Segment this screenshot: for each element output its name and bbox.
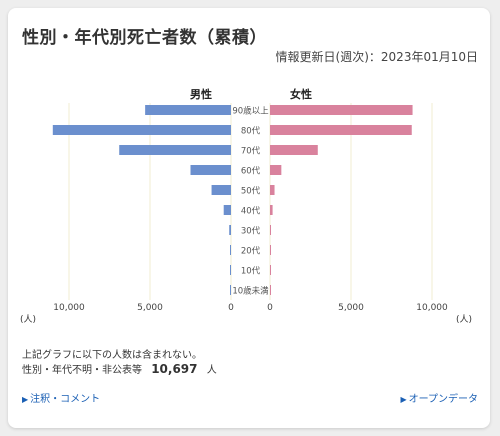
unit-right: (人) [456, 315, 473, 325]
bar-female [270, 265, 271, 275]
legend-male: 男性 [190, 88, 212, 101]
tick-label-male: 0 [228, 303, 234, 313]
update-date: 情報更新日(週次)：2023年01月10日 [275, 50, 478, 64]
triangle-right-icon: ▶ [22, 395, 29, 404]
unit-left: (人) [20, 315, 37, 325]
bar-female [270, 165, 282, 175]
bar-female [270, 105, 413, 115]
tick-label-male: 5,000 [137, 303, 163, 313]
bar-female [270, 225, 271, 235]
tick-label-female: 5,000 [338, 303, 364, 313]
bar-male [52, 125, 231, 135]
category-label: 10歳未満 [232, 286, 269, 297]
category-label: 60代 [241, 166, 261, 177]
category-label: 10代 [241, 266, 261, 277]
bar-male [223, 205, 231, 215]
bar-female [270, 245, 271, 255]
category-label: 90歳以上 [232, 106, 269, 117]
category-label: 70代 [241, 146, 261, 157]
notes-link[interactable]: ▶ 注釈・コメント [22, 390, 100, 405]
triangle-right-icon: ▶ [400, 395, 407, 404]
note-excluded: 上記グラフに以下の人数は含まれない。 [22, 350, 202, 361]
notes-link-label: 注釈・コメント [30, 394, 101, 405]
tick-label-female: 0 [267, 303, 273, 313]
chart-card [8, 8, 490, 428]
category-label: 80代 [241, 126, 261, 137]
note-unknown: 性別・年代不明・非公表等 10,697 人 [22, 361, 217, 376]
bar-female [270, 125, 412, 135]
bar-male [230, 245, 231, 255]
bar-female [270, 205, 273, 215]
note-unknown-unit: 人 [206, 365, 217, 376]
opendata-link-label: オープンデータ [408, 394, 478, 405]
bar-female [270, 185, 275, 195]
bar-male [211, 185, 231, 195]
category-label: 30代 [241, 226, 261, 237]
bar-male [145, 105, 231, 115]
tick-label-female: 10,000 [416, 303, 448, 313]
bar-male [190, 165, 231, 175]
opendata-link[interactable]: ▶ オープンデータ [400, 390, 478, 405]
note-unknown-count: 10,697 [151, 362, 198, 376]
bar-female [270, 285, 271, 295]
page-title: 性別・年代別死亡者数（累積） [22, 28, 267, 48]
tick-label-male: 10,000 [53, 303, 85, 313]
category-label: 50代 [241, 186, 261, 197]
bar-male [230, 265, 231, 275]
legend-female: 女性 [290, 88, 312, 101]
category-label: 40代 [241, 206, 261, 217]
bar-male [119, 145, 231, 155]
note-unknown-label: 性別・年代不明・非公表等 [22, 365, 142, 376]
bar-female [270, 145, 318, 155]
bar-male [229, 225, 231, 235]
category-label: 20代 [241, 246, 261, 257]
bar-male [230, 285, 231, 295]
